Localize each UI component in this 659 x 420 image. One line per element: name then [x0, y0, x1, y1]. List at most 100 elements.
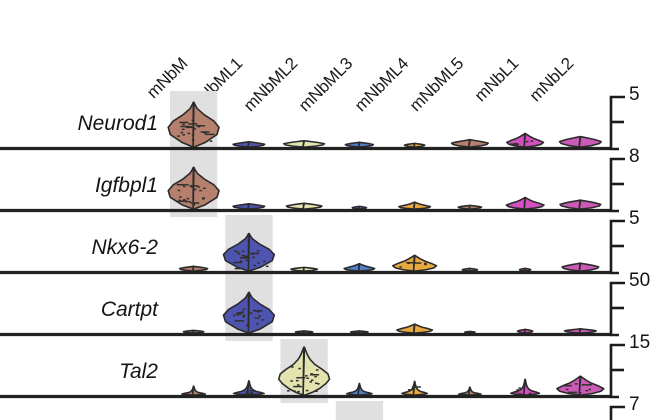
- violin-data-point: [245, 255, 249, 258]
- violin-data-point: [188, 201, 191, 203]
- violin-data-point: [244, 392, 254, 395]
- violin-data-point: [179, 121, 189, 124]
- violin-data-point: [179, 196, 182, 198]
- violin-neurod1-mnbl1: [506, 132, 545, 148]
- violin-data-point: [203, 131, 207, 134]
- violin-data-point: [589, 383, 592, 386]
- violin-data-point: [588, 388, 592, 391]
- violin-data-point: [509, 143, 519, 145]
- violin-data-point: [293, 390, 296, 392]
- violin-data-point: [412, 262, 422, 264]
- violin-data-point: [407, 389, 411, 391]
- violin-data-point: [256, 250, 260, 252]
- violin-data-point: [525, 140, 529, 143]
- violin-nkx6-2-mnbl1: [518, 267, 532, 272]
- violin-neurod1-mnbml2: [282, 139, 326, 148]
- violin-data-point: [176, 183, 186, 186]
- y-axis-max-label-nkx6-2: 5: [629, 208, 640, 229]
- violin-tal2-mnbml5: [457, 386, 482, 396]
- violin-data-point: [182, 133, 185, 136]
- violin-nkx6-2-mnbml5: [461, 267, 479, 272]
- column-label-mnbml1: mNbML1: [184, 53, 247, 116]
- violin-data-point: [245, 324, 249, 327]
- violin-data-point: [252, 256, 255, 259]
- violin-data-point: [242, 316, 246, 318]
- column-label-mnbml4: mNbML4: [350, 53, 412, 116]
- y-axis-max-label-igfbpl1: 8: [629, 146, 640, 167]
- violin-data-point: [180, 125, 190, 128]
- violin-igfbpl1-mnbml4: [398, 201, 432, 210]
- violin-data-point: [263, 260, 266, 263]
- violin-data-point: [515, 144, 518, 147]
- violin-nkx6-2-mnbm: [178, 265, 209, 272]
- y-axis-max-label-clipped: 7: [629, 394, 640, 415]
- violin-cartpt-mnbml1: [222, 291, 276, 334]
- violin-data-point: [296, 384, 300, 386]
- violin-data-point: [203, 187, 206, 190]
- violin-data-point: [258, 315, 262, 317]
- violin-data-point: [310, 379, 314, 382]
- violin-data-point: [182, 123, 185, 126]
- violin-data-point: [290, 380, 293, 382]
- violin-data-point: [176, 200, 180, 203]
- violin-data-point: [243, 255, 247, 257]
- violin-data-point: [247, 322, 250, 325]
- violin-data-point: [406, 261, 416, 264]
- violin-igfbpl1-mnbm: [167, 166, 220, 210]
- violin-data-point: [250, 252, 260, 255]
- violin-data-point: [195, 125, 205, 127]
- violin-data-point: [200, 131, 210, 133]
- violin-nkx6-2-mnbml4: [391, 254, 438, 272]
- violin-data-point: [185, 201, 188, 203]
- violin-data-point: [241, 250, 245, 252]
- violin-data-point: [238, 313, 242, 315]
- violin-data-point: [233, 261, 243, 264]
- violin-data-point: [192, 203, 196, 206]
- violin-data-point: [528, 392, 532, 395]
- violin-cartpt-mnbm: [182, 329, 205, 334]
- violin-data-point: [261, 319, 265, 321]
- violin-data-point: [252, 309, 256, 312]
- y-axis-max-label-neurod1: 5: [629, 84, 640, 105]
- violin-igfbpl1-mnbl2: [559, 199, 602, 210]
- violin-tal2-mnbm: [181, 385, 207, 396]
- violin-data-point: [565, 388, 569, 391]
- violin-data-point: [578, 392, 582, 394]
- column-label-mnbml2: mNbML2: [240, 53, 302, 116]
- violin-cartpt-mnbml5: [463, 330, 476, 334]
- violin-data-point: [234, 267, 244, 270]
- violin-data-point: [411, 388, 414, 391]
- violin-data-point: [235, 312, 239, 315]
- violin-data-point: [241, 254, 245, 257]
- violin-data-point: [232, 314, 236, 317]
- violin-data-point: [202, 198, 205, 200]
- violin-data-point: [562, 384, 572, 387]
- violin-data-point: [315, 369, 319, 371]
- violin-data-point: [204, 132, 207, 135]
- violin-data-point: [515, 391, 519, 393]
- violin-data-point: [298, 367, 301, 370]
- column-highlight-box: [225, 215, 273, 279]
- violin-data-point: [240, 312, 244, 314]
- violin-data-point: [189, 126, 192, 128]
- violin-tal2-mnbml1: [232, 380, 265, 396]
- violin-data-point: [185, 126, 195, 129]
- violin-data-point: [253, 264, 257, 267]
- column-label-mnbml3: mNbML3: [295, 53, 357, 116]
- violin-data-point: [246, 391, 249, 393]
- violin-data-point: [305, 389, 309, 392]
- violin-igfbpl1-mnbml3: [351, 205, 368, 210]
- violin-data-point: [265, 265, 269, 268]
- y-axis-max-label-tal2: 15: [629, 332, 651, 353]
- violin-data-point: [257, 317, 261, 319]
- violin-data-point: [424, 263, 427, 266]
- violin-nkx6-2-mnbml1: [222, 232, 276, 272]
- violin-data-point: [530, 140, 534, 142]
- violin-data-point: [293, 385, 303, 388]
- violin-data-point: [181, 128, 185, 131]
- violin-data-point: [424, 263, 427, 265]
- violin-neurod1-mnbl2: [558, 135, 603, 148]
- violin-data-point: [310, 374, 320, 376]
- violin-tal2-mnbml4: [401, 380, 429, 396]
- gene-label-nkx6-2: Nkx6-2: [91, 236, 158, 259]
